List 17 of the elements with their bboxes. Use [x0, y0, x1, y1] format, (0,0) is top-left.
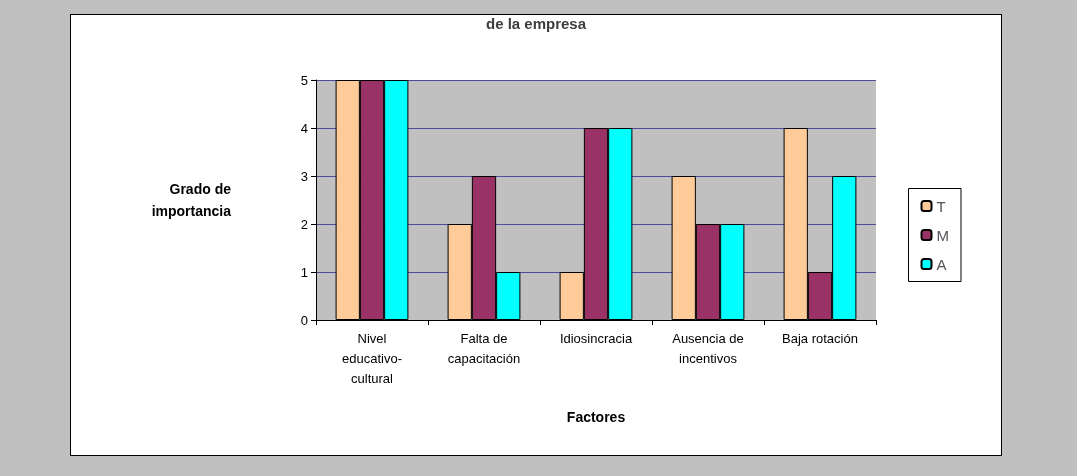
legend-label: T: [936, 197, 946, 215]
y-tick-label: 4: [300, 120, 308, 136]
y-tick-label: 5: [300, 72, 308, 88]
y-tick-label: 0: [300, 312, 308, 328]
x-tick-label: Falta de capacitación: [447, 330, 521, 366]
y-tick-label: 1: [300, 264, 308, 280]
legend-label: M: [936, 226, 949, 244]
x-tick-label: Ausencia de incentivos: [672, 330, 744, 366]
y-tick-label: 3: [300, 168, 308, 184]
chart-title: de la empresa: [485, 15, 587, 32]
x-tick-label: Idiosincracia: [559, 330, 633, 346]
x-axis-title: Factores: [566, 409, 626, 425]
y-tick-label: 2: [300, 216, 308, 232]
legend-label: A: [936, 255, 947, 273]
y-axis-title: Grado de importancia: [151, 181, 232, 219]
x-tick-label: Baja rotación: [782, 330, 858, 346]
x-tick-label: Nivel educativo- cultural: [342, 330, 402, 386]
